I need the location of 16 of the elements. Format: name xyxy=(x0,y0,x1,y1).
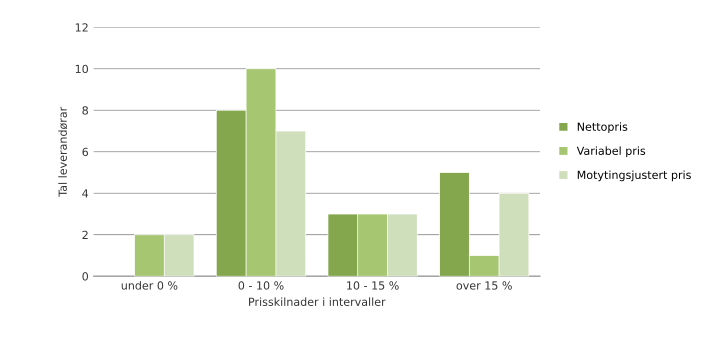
x-tick-label: under 0 % xyxy=(122,281,178,290)
x-axis-title: Prisskilnader i intervaller xyxy=(249,297,386,306)
legend-label: Motytingsjustert pris xyxy=(578,170,691,182)
y-tick-label: 4 xyxy=(82,189,88,198)
y-tick-label: 2 xyxy=(82,230,88,239)
legend-label: Variabel pris xyxy=(576,146,646,158)
y-tick-label: 6 xyxy=(82,148,88,156)
x-tick-label: 0 - 10 % xyxy=(238,281,284,290)
x-tick-label: over 15 % xyxy=(456,281,512,290)
y-tick-label: 0 xyxy=(82,272,88,281)
y-tick-label: 8 xyxy=(82,106,88,115)
y-tick-label: 12 xyxy=(76,23,88,32)
legend-label: Nettopris xyxy=(578,122,628,134)
y-tick-label: 10 xyxy=(76,64,88,74)
y-axis-title: Tal leverandørar xyxy=(58,106,68,197)
x-tick-label: 10 - 15 % xyxy=(347,281,399,290)
